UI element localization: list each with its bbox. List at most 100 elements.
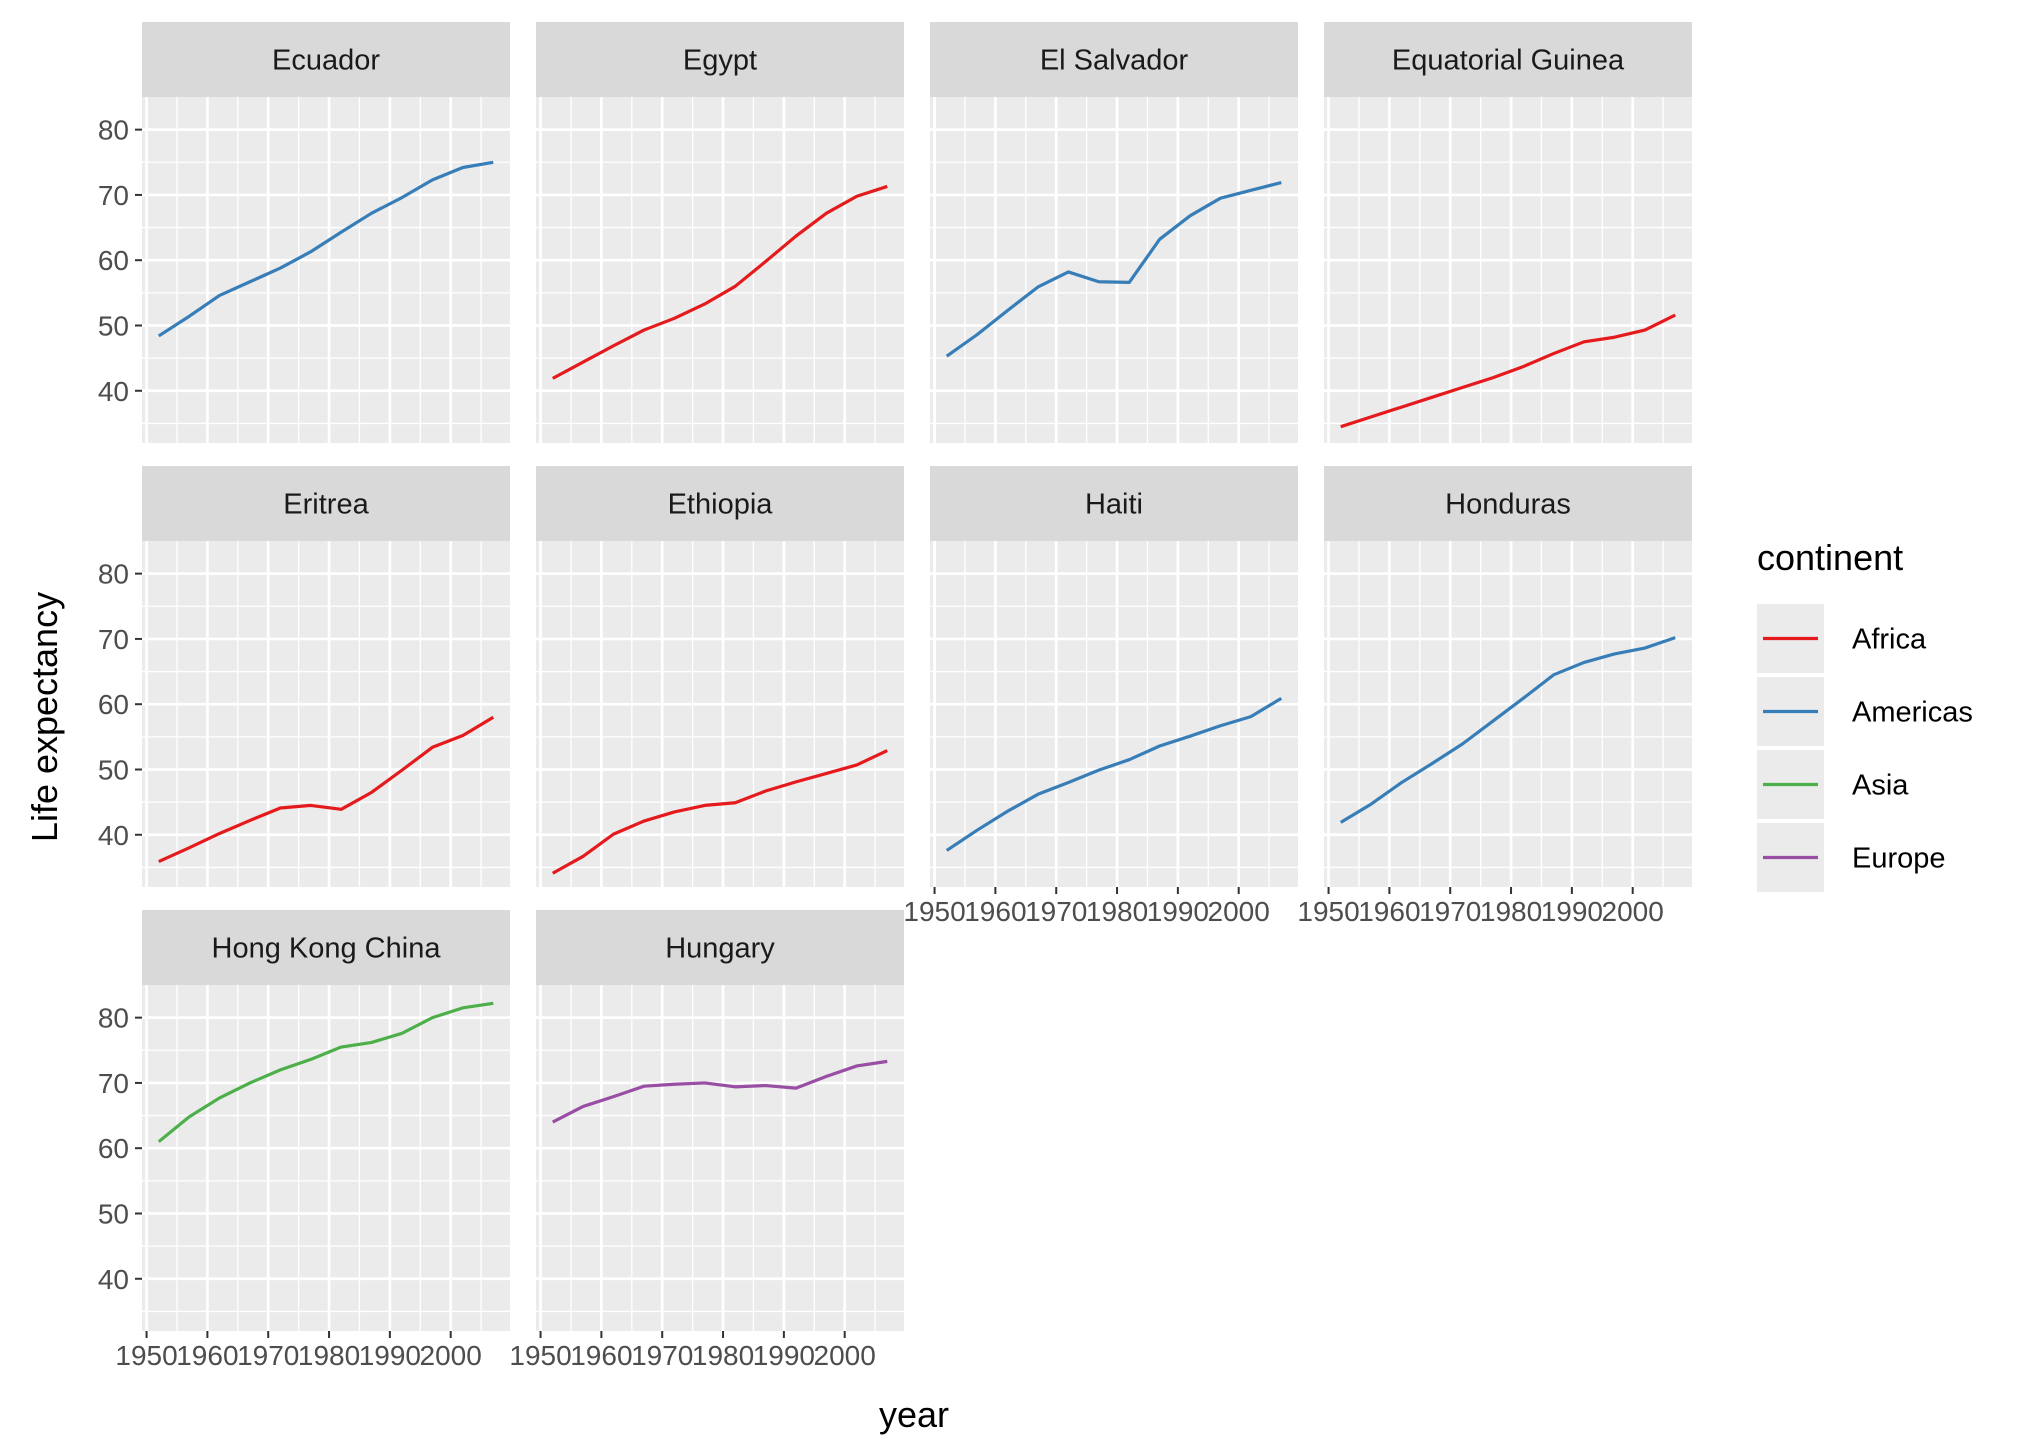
x-tick-label: 1970 [1025,896,1087,927]
x-tick-label: 1990 [1541,896,1603,927]
strip-label-egypt: Egypt [683,45,757,77]
panel-hong-kong-china: Hong Kong China [142,910,510,1331]
y-tick-label: 40 [98,376,129,407]
series-line-hungary [551,1059,888,1124]
x-tick-label: 2000 [1602,896,1664,927]
panel-equatorial-guinea: Equatorial Guinea [1324,22,1692,443]
strip-label-ethiopia: Ethiopia [668,489,774,521]
strip-haiti [930,466,1298,541]
y-tick-label: 60 [98,1133,129,1164]
series-line-el-salvador [945,180,1282,358]
strip-label-haiti: Haiti [1085,489,1143,521]
panel-background-egypt [536,97,904,443]
panel-egypt: Egypt [536,22,904,443]
panel-background-hungary [536,985,904,1331]
x-tick-label: 1960 [570,1340,632,1371]
panel-honduras: Honduras [1324,466,1692,887]
legend-item-americas: Americas [1757,677,1973,746]
panel-el-salvador: El Salvador [930,22,1298,443]
series-line-egypt [551,184,888,380]
x-tick-label: 1990 [1147,896,1209,927]
x-tick-label: 2000 [1208,896,1270,927]
panel-eritrea: Eritrea [142,466,510,887]
panel-background-ecuador [142,97,510,443]
strip-equatorial-guinea [1324,22,1692,97]
x-tick-label: 1970 [631,1340,693,1371]
panel-ethiopia: Ethiopia [536,466,904,887]
y-tick-label: 70 [98,624,129,655]
x-tick-label: 2000 [814,1340,876,1371]
y-tick-label: 80 [98,1003,129,1034]
panel-haiti: Haiti [930,466,1298,887]
strip-label-equatorial-guinea: Equatorial Guinea [1392,45,1625,77]
legend-label-americas: Americas [1852,697,1973,729]
x-tick-label: 1980 [298,1340,360,1371]
panel-background-el-salvador [930,97,1298,443]
y-tick-label: 80 [98,115,129,146]
x-tick-label: 1980 [692,1340,754,1371]
y-tick-label: 60 [98,689,129,720]
y-tick-label: 80 [98,559,129,590]
x-tick-label: 1970 [1419,896,1481,927]
panel-ecuador: Ecuador [142,22,510,443]
legend-label-africa: Africa [1852,624,1927,656]
series-line-hong-kong-china [157,1001,494,1143]
y-tick-label: 50 [98,1198,129,1229]
strip-label-honduras: Honduras [1445,489,1571,521]
x-tick-label: 1960 [176,1340,238,1371]
series-line-equatorial-guinea [1340,313,1676,429]
strip-label-hungary: Hungary [665,933,775,965]
legend-item-asia: Asia [1757,750,1909,819]
strip-label-ecuador: Ecuador [272,45,380,77]
strip-ethiopia [536,466,904,541]
x-tick-label: 1980 [1086,896,1148,927]
strip-honduras [1324,466,1692,541]
series-line-ethiopia [551,749,888,875]
legend: continent Africa Americas Asia Europe [1757,537,1973,892]
series-line-honduras [1339,636,1676,824]
strip-el-salvador [930,22,1298,97]
panel-background-hong-kong-china [142,985,510,1331]
y-tick-label: 70 [98,1068,129,1099]
x-tick-label: 1990 [359,1340,421,1371]
strip-eritrea [142,466,510,541]
x-tick-label: 1950 [903,896,965,927]
strip-label-hong-kong-china: Hong Kong China [212,933,442,965]
y-tick-label: 40 [98,820,129,851]
strip-egypt [536,22,904,97]
strip-label-el-salvador: El Salvador [1040,45,1189,77]
panel-background-ethiopia [536,541,904,887]
panel-background-haiti [930,541,1298,887]
axes: 4050607080405060708019501960197019801990… [98,115,1664,1371]
legend-title: continent [1757,537,1903,578]
x-tick-label: 1970 [237,1340,299,1371]
series-line-eritrea [158,715,495,863]
legend-item-europe: Europe [1757,823,1946,892]
x-tick-label: 2000 [420,1340,482,1371]
y-tick-label: 70 [98,180,129,211]
y-tick-label: 60 [98,245,129,276]
strip-hong-kong-china [142,910,510,985]
legend-label-asia: Asia [1852,770,1909,802]
panel-background-honduras [1324,541,1692,887]
y-tick-label: 40 [98,1264,129,1295]
x-tick-label: 1960 [964,896,1026,927]
y-tick-label: 50 [98,754,129,785]
y-axis-title: Life expectancy [24,592,65,842]
legend-item-africa: Africa [1757,604,1927,673]
x-tick-label: 1980 [1480,896,1542,927]
x-axis-title: year [879,1394,949,1435]
facet-panels: Ecuador Egypt El Salvador Equatorial Guinea… [142,22,1692,1331]
panel-background-equatorial-guinea [1324,97,1692,443]
strip-hungary [536,910,904,985]
x-tick-label: 1990 [753,1340,815,1371]
series-line-haiti [945,696,1283,852]
legend-label-europe: Europe [1852,843,1946,875]
panel-background-eritrea [142,541,510,887]
x-tick-label: 1950 [115,1340,177,1371]
panel-hungary: Hungary [536,910,904,1331]
x-tick-label: 1950 [1297,896,1359,927]
strip-label-eritrea: Eritrea [283,489,369,521]
x-tick-label: 1950 [509,1340,571,1371]
